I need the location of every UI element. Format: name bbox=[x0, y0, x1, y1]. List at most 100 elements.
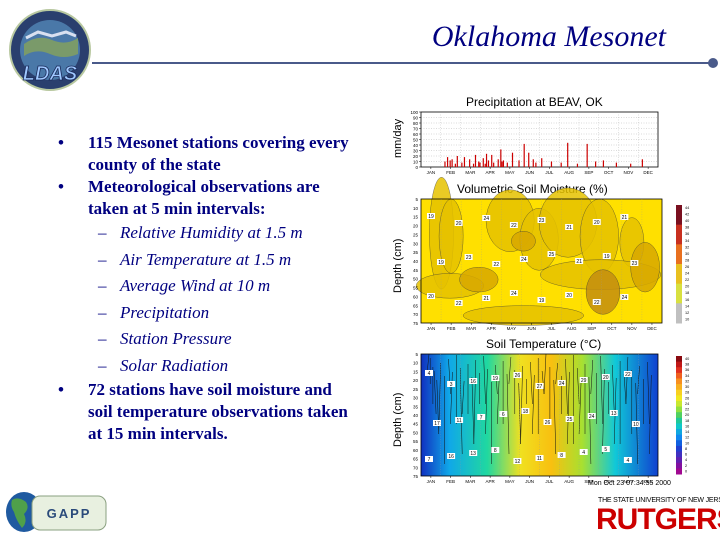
temperature-contour-line bbox=[637, 365, 640, 395]
temperature-contour-label-bg bbox=[535, 383, 544, 389]
moisture-contour-label: 20 bbox=[428, 294, 434, 300]
moisture-colorbar-label: 42 bbox=[685, 213, 689, 217]
rutgers-tagline: THE STATE UNIVERSITY OF NEW JERSEY bbox=[598, 497, 720, 504]
temperature-colorbar-swatch bbox=[676, 434, 682, 441]
ldas-logo: LDAS bbox=[9, 9, 91, 91]
moisture-contour-label-bg bbox=[454, 300, 463, 306]
moisture-colorbar-label: 32 bbox=[685, 245, 689, 249]
temperature-contour-label-bg bbox=[447, 453, 456, 459]
moisture-colorbar-label: 16 bbox=[685, 298, 689, 302]
temperature-colorbar-swatch bbox=[676, 400, 682, 408]
moisture-xtick-label: JUL bbox=[548, 326, 556, 331]
temperature-colorbar-swatch bbox=[676, 417, 682, 424]
temperature-contour-label-bg bbox=[601, 374, 610, 380]
precip-xtick-label: DEC bbox=[643, 170, 653, 175]
moisture-colorbar-swatch bbox=[676, 218, 682, 226]
precip-bar bbox=[472, 163, 475, 167]
moisture-colorbar-swatch bbox=[676, 303, 682, 311]
temperature-xtick-label: MAR bbox=[465, 479, 476, 484]
precip-bar bbox=[463, 157, 466, 167]
precip-bar bbox=[630, 163, 632, 167]
moisture-contour-label-bg bbox=[454, 220, 463, 226]
temperature-contour-label-bg bbox=[535, 455, 544, 461]
moisture-colorbar-label: 24 bbox=[685, 272, 689, 276]
precip-bar bbox=[446, 157, 449, 167]
temperature-contour-label: 20 bbox=[603, 375, 609, 381]
moisture-xtick-label: APR bbox=[487, 326, 497, 331]
sub-bullet-text: Solar Radiation bbox=[120, 355, 229, 375]
moisture-contour-label-bg bbox=[482, 295, 491, 301]
moisture-contour-label: 23 bbox=[466, 255, 472, 261]
temperature-xtick-label: OCT bbox=[604, 479, 614, 484]
temperature-contour-label-bg bbox=[499, 411, 508, 417]
temperature-contour-line bbox=[496, 377, 500, 425]
temperature-contour-line bbox=[543, 353, 547, 395]
moisture-colorbar-label: 34 bbox=[685, 239, 689, 243]
temperature-contour-label-bg bbox=[447, 381, 456, 387]
temperature-ytick-label: 25 bbox=[413, 387, 419, 392]
moisture-colorbar-label: 12 bbox=[685, 311, 689, 315]
temperature-contour-label: 13 bbox=[470, 451, 476, 457]
temperature-colorbar-label: 28 bbox=[685, 391, 689, 395]
precip-ytick-label: 20 bbox=[413, 154, 419, 159]
temperature-colorbar-label: 14 bbox=[685, 430, 689, 434]
precip-ytick-label: 80 bbox=[413, 121, 419, 126]
moisture-ytick-label: 45 bbox=[413, 268, 419, 273]
temperature-colorbar-label: 26 bbox=[685, 396, 689, 400]
temperature-contour-label-bg bbox=[579, 377, 588, 383]
moisture-contour-label-bg bbox=[427, 293, 435, 299]
temperature-contour-label: 16 bbox=[470, 379, 476, 385]
temperature-contour-label-bg bbox=[601, 446, 610, 452]
temperature-contour-label: 24 bbox=[559, 381, 565, 387]
temperature-contour-label: 7 bbox=[428, 457, 431, 463]
moisture-colorbar-swatch bbox=[676, 211, 682, 219]
temperature-contour-label-bg bbox=[455, 417, 464, 423]
temperature-ytick-label: 50 bbox=[413, 430, 419, 435]
moisture-contour-label-bg bbox=[427, 213, 435, 219]
temperature-contour-label: 11 bbox=[456, 418, 461, 424]
precip-bar bbox=[535, 162, 537, 167]
precip-xtick-label: AUG bbox=[564, 170, 574, 175]
precip-bar bbox=[523, 143, 525, 167]
precip-bar bbox=[501, 161, 503, 167]
temperature-xtick-label: JUN bbox=[525, 479, 534, 484]
temperature-contour-line bbox=[518, 382, 521, 445]
moisture-ytick-label: 40 bbox=[413, 259, 419, 264]
title-rule-dot bbox=[708, 58, 718, 68]
temperature-ytick-label: 40 bbox=[413, 413, 419, 418]
temperature-contour-label-bg bbox=[587, 413, 596, 419]
temperature-ytick-label: 5 bbox=[415, 352, 418, 357]
temperature-chart-title: Soil Temperature (°C) bbox=[486, 337, 602, 351]
temperature-contour-label-bg bbox=[477, 414, 486, 420]
temperature-contour-line bbox=[602, 368, 605, 455]
temperature-contour-line bbox=[576, 367, 580, 405]
moisture-ytick-label: 70 bbox=[413, 312, 419, 317]
precip-bar bbox=[602, 160, 605, 167]
temperature-contour-label: 26 bbox=[545, 420, 551, 426]
moisture-ytick-label: 75 bbox=[413, 321, 419, 326]
precip-xtick-label: FEB bbox=[446, 170, 455, 175]
precip-bar bbox=[487, 160, 490, 167]
sub-bullet-item: – Solar Radiation bbox=[98, 353, 358, 380]
moisture-colorbar-label: 28 bbox=[685, 258, 689, 262]
temperature-colorbar-swatch bbox=[676, 457, 682, 464]
sub-bullet-text: Air Temperature at 1.5 m bbox=[120, 249, 292, 269]
temperature-colorbar-label: 34 bbox=[685, 374, 689, 378]
precip-bar bbox=[497, 159, 499, 167]
temperature-contour-label: 6 bbox=[502, 412, 505, 418]
temperature-contour-line bbox=[649, 374, 652, 455]
sub-bullet-item: – Station Pressure bbox=[98, 326, 358, 353]
precip-xtick-label: SEP bbox=[584, 170, 593, 175]
temperature-ytick-label: 20 bbox=[413, 378, 419, 383]
moisture-contour-label-bg bbox=[464, 254, 473, 260]
moisture-xtick-label: JUN bbox=[527, 326, 536, 331]
moisture-ytick-label: 35 bbox=[413, 250, 419, 255]
temperature-colorbar-label: 6 bbox=[685, 453, 687, 457]
sub-bullet-item: – Precipitation bbox=[98, 300, 358, 327]
precip-bar bbox=[451, 159, 453, 167]
temperature-colorbar-label: 0 bbox=[685, 469, 687, 473]
temperature-contour-label: 26 bbox=[515, 373, 521, 379]
temperature-colorbar-swatch bbox=[676, 389, 682, 396]
ldas-logo-text: LDAS bbox=[23, 63, 78, 85]
